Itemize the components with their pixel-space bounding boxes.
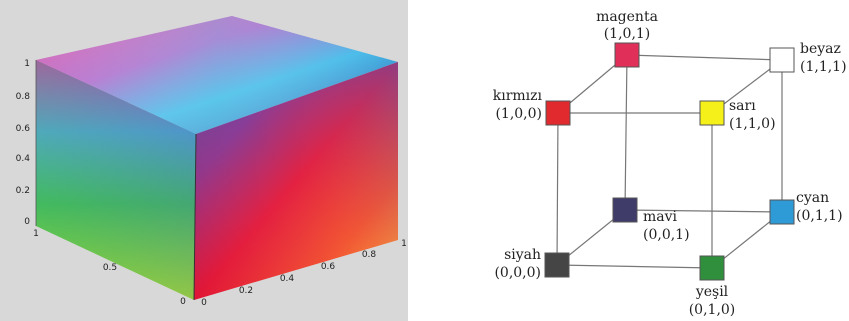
color-swatch-cyan [769,199,795,225]
cube-node-siyah: siyah (0,0,0) [494,247,570,281]
color-coords-label: (1,0,0) [495,106,542,122]
cube-edge [626,54,783,61]
cube-node-beyaz: beyaz (1,1,1) [769,41,847,75]
cube-node-cyan: cyan (0,1,1) [769,190,843,225]
color-coords-label: (1,1,0) [729,116,776,132]
color-swatch-beyaz [769,47,795,73]
color-name-label: magenta [596,9,658,25]
right-axis-tick-label: 0.4 [280,274,295,284]
color-coords-label: (0,0,0) [494,265,541,281]
color-coords-label: (1,0,1) [604,26,651,42]
right-axis-tick-label: 1 [401,239,407,249]
right-axis-tick-label: 0.2 [239,286,253,296]
color-swatch-siyah [544,252,570,278]
z-axis-ticks: 1 0.8 0.6 0.4 0.2 0 [16,59,31,227]
color-name-label: cyan [796,190,829,206]
cube-edge [556,112,559,266]
left-axis-tick-label: 1 [33,229,39,239]
cube-edge [624,209,783,213]
cube-node-kirmizi: kırmızı (1,0,0) [493,88,571,126]
color-swatch-magenta [614,42,640,68]
left-axis-tick-label: 0.5 [103,263,117,273]
right-axis-tick-label: 0.6 [321,262,336,272]
color-name-label: siyah [504,247,541,263]
rgb-cube-plot: 1 0.8 0.6 0.4 0.2 0 1 0.5 0 0 0.2 0.4 0.… [0,0,408,321]
cube-node-yesil: yeşil (0,1,0) [689,255,736,318]
left-axis-tick-label: 0 [180,297,186,307]
color-name-label: sarı [729,98,756,114]
cube-edge [624,54,628,211]
color-coords-label: (0,0,1) [643,227,690,243]
front-right-axis-ticks: 0 0.2 0.4 0.6 0.8 1 [201,239,407,308]
cube-nodes: magenta(1,0,1) beyaz (1,1,1) kırmızı (1,0,0)… [493,9,847,318]
color-name-label: yeşil [695,284,729,300]
cube-node-sari: sarı (1,1,0) [699,98,776,132]
color-name-label: mavi [643,209,678,225]
right-axis-tick-label: 0.8 [362,250,377,260]
cube-front-edge [193,133,197,301]
z-tick-label: 1 [24,59,30,69]
right-axis-tick-label: 0 [201,298,207,308]
color-name-label: beyaz [800,41,841,57]
cube-node-magenta: magenta(1,0,1) [596,9,658,68]
z-tick-label: 0.8 [16,92,31,102]
z-tick-label: 0.2 [16,186,30,196]
z-tick-label: 0 [24,217,30,227]
front-left-axis-ticks: 1 0.5 0 [33,229,186,307]
cube-edge [556,264,713,269]
cube-node-mavi: mavi (0,0,1) [612,197,690,243]
color-coords-label: (0,1,0) [689,302,736,318]
z-tick-label: 0.4 [16,154,31,164]
z-tick-label: 0.6 [16,124,31,134]
color-swatch-sari [699,100,725,126]
color-coords-label: (1,1,1) [800,59,847,75]
color-swatch-kirmizi [545,100,571,126]
color-coords-label: (0,1,1) [796,208,843,224]
color-name-label: kırmızı [493,88,543,104]
color-swatch-mavi [612,197,638,223]
rgb-cube-diagram: magenta(1,0,1) beyaz (1,1,1) kırmızı (1,0,0)… [493,9,847,318]
color-swatch-yesil [699,255,725,281]
